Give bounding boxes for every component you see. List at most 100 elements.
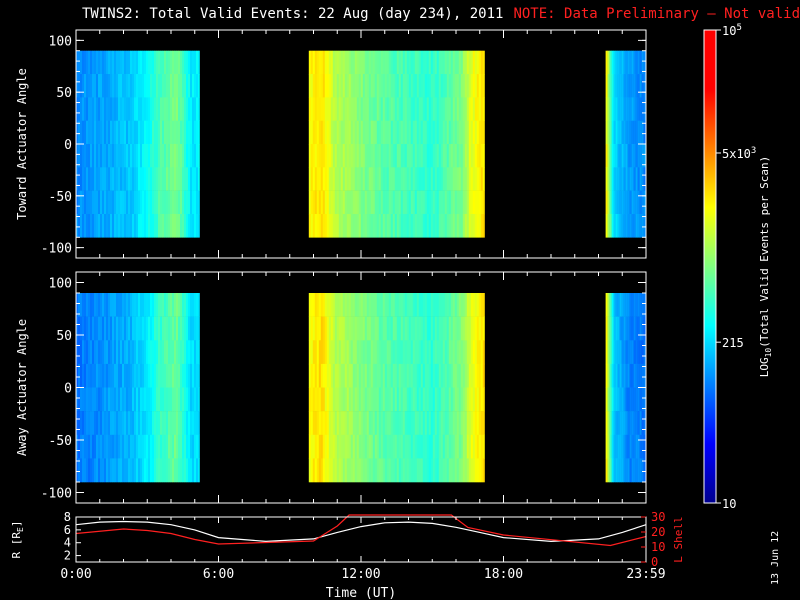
heatmap-cell xyxy=(605,293,608,317)
heatmap-cell xyxy=(635,293,638,317)
heatmap-cell xyxy=(96,50,99,75)
heatmap-cell xyxy=(406,120,410,145)
heatmap-cell xyxy=(615,411,618,435)
heatmap-cell xyxy=(382,363,386,388)
heatmap-cell xyxy=(332,120,336,145)
heatmap-cell xyxy=(444,293,448,317)
heatmap-cell xyxy=(364,434,368,459)
heatmap-cell xyxy=(480,167,484,191)
heatmap-cell xyxy=(436,214,440,238)
heatmap-cell xyxy=(392,316,396,341)
heatmap-cell xyxy=(180,120,183,145)
heatmap-cell xyxy=(621,458,624,483)
heatmap-cell xyxy=(336,74,340,98)
heatmap-cell xyxy=(436,363,440,388)
heatmap-cell xyxy=(364,50,368,75)
heatmap-cell xyxy=(396,144,400,168)
heatmap-cell xyxy=(114,120,117,145)
heatmap-cell xyxy=(478,363,482,388)
heatmap-cell xyxy=(130,97,133,121)
heatmap-cell xyxy=(418,340,422,365)
heatmap-cell xyxy=(635,74,638,98)
heatmap-cell xyxy=(637,458,640,483)
heatmap-cell xyxy=(448,293,452,317)
heatmap-cell xyxy=(328,120,332,145)
heatmap-cell xyxy=(346,120,350,145)
heatmap-cell xyxy=(134,293,137,317)
heatmap-cell xyxy=(609,50,612,75)
heatmap-cell xyxy=(148,144,151,168)
heatmap-cell xyxy=(110,74,113,98)
heatmap-cell xyxy=(378,50,382,75)
heatmap-cell xyxy=(434,363,438,388)
heatmap-cell xyxy=(613,387,616,412)
heatmap-cell xyxy=(184,434,187,459)
heatmap-cell xyxy=(182,144,185,168)
heatmap-cell xyxy=(613,293,616,317)
heatmap-cell xyxy=(468,387,472,412)
heatmap-cell xyxy=(635,411,638,435)
heatmap-cell xyxy=(452,316,456,341)
heatmap-cell xyxy=(350,74,354,98)
heatmap-cell xyxy=(468,363,472,388)
heatmap-cell xyxy=(424,316,428,341)
heatmap-cell xyxy=(444,144,448,168)
heatmap-cell xyxy=(150,340,153,365)
heatmap-cell xyxy=(88,340,91,365)
heatmap-cell xyxy=(362,340,366,365)
heatmap-cell xyxy=(416,340,420,365)
heatmap-cell xyxy=(370,167,374,191)
heatmap-cell xyxy=(148,214,151,238)
heatmap-cell xyxy=(136,293,139,317)
heatmap-cell xyxy=(86,74,89,98)
heatmap-cell xyxy=(416,293,420,317)
heatmap-cell xyxy=(402,458,406,483)
heatmap-cell xyxy=(324,167,328,191)
heatmap-cell xyxy=(136,50,139,75)
heatmap-cell xyxy=(380,340,384,365)
heatmap-cell xyxy=(318,50,322,75)
heatmap-cell xyxy=(452,411,456,435)
heatmap-cell xyxy=(76,387,79,412)
heatmap-cell xyxy=(88,387,91,412)
heatmap-cell xyxy=(132,340,135,365)
heatmap-cell xyxy=(314,74,318,98)
heatmap-cell xyxy=(354,316,358,341)
heatmap-cell xyxy=(406,293,410,317)
heatmap-cell xyxy=(432,434,436,459)
heatmap-cell xyxy=(438,340,442,365)
heatmap-cell xyxy=(322,97,326,121)
heatmap-cell xyxy=(454,74,458,98)
heatmap-cell xyxy=(386,167,390,191)
heatmap-cell xyxy=(80,411,83,435)
heatmap-cell xyxy=(442,167,446,191)
heatmap-cell xyxy=(328,144,332,168)
heatmap-cell xyxy=(314,411,318,435)
heatmap-cell xyxy=(466,97,470,121)
heatmap-cell xyxy=(418,167,422,191)
heatmap-cell xyxy=(629,316,632,341)
heatmap-cell xyxy=(318,363,322,388)
heatmap-cell xyxy=(386,74,390,98)
heatmap-cell xyxy=(438,214,442,238)
heatmap-cell xyxy=(84,434,87,459)
heatmap-cell xyxy=(398,97,402,121)
heatmap-cell xyxy=(76,120,79,145)
heatmap-cell xyxy=(154,363,157,388)
heatmap-cell xyxy=(368,97,372,121)
heatmap-cell xyxy=(194,458,197,483)
heatmap-cell xyxy=(422,144,426,168)
heatmap-cell xyxy=(82,411,85,435)
heatmap-cell xyxy=(464,316,468,341)
heatmap-cell xyxy=(172,387,175,412)
heatmap-cell xyxy=(619,458,622,483)
x-tick-label: 23:59 xyxy=(626,567,665,582)
heatmap-cell xyxy=(108,120,111,145)
heatmap-cell xyxy=(110,50,113,75)
heatmap-cell xyxy=(440,97,444,121)
heatmap-cell xyxy=(188,363,191,388)
heatmap-cell xyxy=(474,293,478,317)
heatmap-cell xyxy=(400,434,404,459)
heatmap-cell xyxy=(400,120,404,145)
heatmap-cell xyxy=(130,74,133,98)
